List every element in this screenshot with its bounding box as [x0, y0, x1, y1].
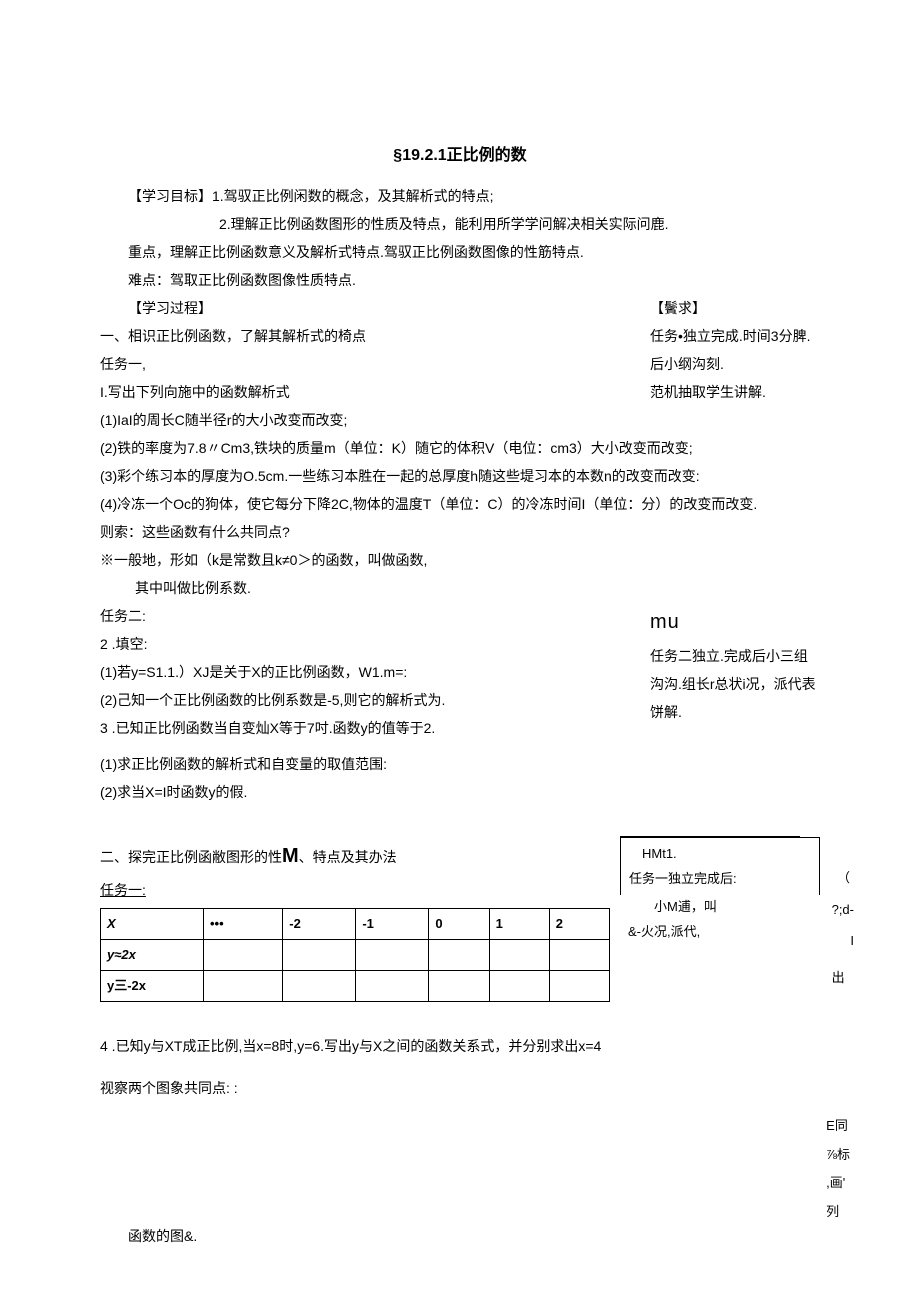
table-row: y三-2x — [101, 971, 610, 1002]
keypoint: 重点，理解正比例函数意义及解析式特点.驾驭正比例函数图像的性筋特点. — [100, 238, 820, 266]
right-line-a: 任务一独立完成后: — [629, 867, 811, 892]
float-char: 列 — [826, 1198, 850, 1227]
right-line-c: &-火况,派代, — [628, 920, 820, 945]
th-0: 0 — [429, 909, 489, 940]
page-title: §19.2.1正比例的数 — [100, 140, 820, 172]
process-label: 【学习过程】 — [100, 294, 620, 322]
data-table: X ••• -2 -1 0 1 2 y≈2x — [100, 908, 610, 1002]
th-n1: -1 — [356, 909, 429, 940]
t1-think: 则索：这些函数有什么共同点? — [100, 518, 820, 546]
row1-label: y≈2x — [101, 940, 204, 971]
t1-item2: (2)铁的率度为7.8〃Cm3,铁块的质量m（单位：K）随它的体积V（电位：cm… — [100, 434, 820, 462]
t1-definition2: 其中叫做比例系数. — [100, 574, 820, 602]
float-char: E同 — [826, 1112, 850, 1141]
th-dots: ••• — [204, 909, 283, 940]
mu-text: mu — [650, 602, 820, 642]
t2-item3a: (1)求正比例函数的解析式和自变量的取值范围: — [100, 750, 620, 778]
section2-title: 二、探完正比例函敝图形的性M、特点及其办法 — [100, 836, 610, 876]
t2-item3: 3 .已知正比例函数当自变灿X等于7吋.函数y的值等于2. — [100, 714, 620, 742]
t2-item2: (2)己知一个正比例函数的比例系数是-5,则它的解析式为. — [100, 686, 620, 714]
side-paren: （ — [837, 862, 850, 893]
float-char: ⅞标 — [826, 1141, 850, 1170]
t1-definition: ※一般地，形如（k是常数且k≠0＞的函数，叫做函数, — [100, 546, 820, 574]
req1: 任务•独立完成.时间3分脾.后小纲沟刻. — [650, 322, 820, 378]
task2-label: 任务二: — [100, 602, 620, 630]
side-qd: ?;d- — [832, 894, 854, 925]
t1-item4: (4)冷冻一个Oc的狗体，使它每分下降2C,物体的温度T（单位：C）的冷冻时间I… — [100, 490, 820, 518]
t1-item3: (3)彩个练习本的厚度为O.5cm.一些练习本胜在一起的总厚度h随这些堤习本的本… — [100, 462, 820, 490]
row2-label: y三-2x — [101, 971, 204, 1002]
t1-intro: I.写出下列向施中的函数解析式 — [100, 378, 620, 406]
table-header-row: X ••• -2 -1 0 1 2 — [101, 909, 610, 940]
side-i: I — [832, 925, 854, 956]
req-label: 【鬢求】 — [650, 294, 820, 322]
table-row: y≈2x — [101, 940, 610, 971]
difficulty: 难点：驾取正比例函数图像性质特点. — [100, 266, 820, 294]
section1-title: 一、相识正比例函数，了解其解析式的椅点 — [100, 322, 620, 350]
th-1: 1 — [489, 909, 549, 940]
goals-line1: 【学习目标】1.驾驭正比例闲数的概念，及其解析式的特点; — [100, 182, 820, 210]
task1-label: 任务一, — [100, 350, 620, 378]
goals-line2: 2.理解正比例函数图形的性质及特点，能利用所学学问解决相关实际问鹿. — [100, 210, 820, 238]
side-chu: 出 — [832, 962, 854, 993]
req-task2: 任务二独立.完成后小三组沟沟.组长r总状i况，派代表饼解. — [650, 642, 820, 726]
right-hm: HMt1. — [629, 842, 811, 867]
footer-text: 函数的图&. — [100, 1222, 820, 1250]
observe-line: 视察两个图象共同点: : — [100, 1074, 820, 1102]
section2-task1: 任务一: — [100, 876, 610, 904]
th-x: X — [101, 909, 204, 940]
req2: 范机抽取学生讲解. — [650, 378, 820, 406]
right-line-b: 小M逋，叫 — [628, 895, 820, 920]
t2-fill: 2 .填空: — [100, 630, 620, 658]
th-2: 2 — [549, 909, 609, 940]
t1-item1: (1)IaI的周长C随半径r的大小改变而改变; — [100, 406, 820, 434]
question-4: 4 .已知y与XT成正比例,当x=8时,y=6.写出y与X之间的函数关系式，并分… — [100, 1032, 820, 1060]
t2-item3b: (2)求当X=I时函数y的假. — [100, 778, 620, 806]
th-n2: -2 — [283, 909, 356, 940]
float-char: ,画' — [826, 1169, 850, 1198]
t2-item1: (1)若y=S1.1.）XJ是关于X的正比例函数，W1.m=: — [100, 658, 620, 686]
